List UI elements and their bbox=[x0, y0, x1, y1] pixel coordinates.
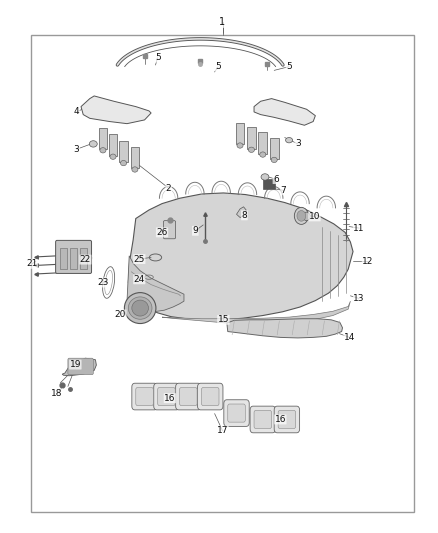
Text: 11: 11 bbox=[353, 224, 365, 232]
Text: 20: 20 bbox=[115, 310, 126, 319]
Text: 1: 1 bbox=[219, 18, 226, 27]
Text: 10: 10 bbox=[309, 212, 320, 221]
FancyBboxPatch shape bbox=[274, 406, 300, 433]
Bar bbox=[60, 248, 67, 269]
FancyBboxPatch shape bbox=[163, 221, 176, 239]
Text: 22: 22 bbox=[80, 255, 91, 264]
Bar bbox=[131, 147, 139, 168]
Ellipse shape bbox=[100, 148, 106, 153]
Bar bbox=[258, 132, 267, 154]
Text: 5: 5 bbox=[286, 62, 292, 71]
Text: 15: 15 bbox=[218, 316, 229, 324]
Polygon shape bbox=[254, 99, 315, 125]
Text: 3: 3 bbox=[74, 145, 80, 154]
Text: 4: 4 bbox=[74, 108, 79, 116]
Bar bbox=[70, 248, 77, 269]
FancyBboxPatch shape bbox=[224, 400, 249, 426]
Ellipse shape bbox=[286, 138, 293, 143]
Polygon shape bbox=[128, 193, 353, 320]
Ellipse shape bbox=[128, 297, 152, 319]
Ellipse shape bbox=[89, 141, 97, 147]
Ellipse shape bbox=[132, 300, 148, 316]
Ellipse shape bbox=[271, 157, 277, 163]
Bar bbox=[99, 128, 107, 149]
Polygon shape bbox=[162, 301, 350, 324]
FancyBboxPatch shape bbox=[132, 383, 157, 410]
Text: 8: 8 bbox=[241, 211, 247, 220]
Ellipse shape bbox=[110, 154, 116, 159]
Text: 3: 3 bbox=[295, 140, 301, 148]
Text: 24: 24 bbox=[134, 275, 145, 284]
Text: 5: 5 bbox=[215, 62, 221, 71]
Bar bbox=[247, 127, 256, 149]
FancyBboxPatch shape bbox=[201, 387, 219, 406]
Text: 12: 12 bbox=[362, 257, 374, 265]
Text: 21: 21 bbox=[26, 260, 38, 268]
Text: 14: 14 bbox=[344, 333, 355, 342]
FancyBboxPatch shape bbox=[180, 387, 197, 406]
Bar bbox=[270, 138, 279, 159]
Text: 7: 7 bbox=[280, 186, 286, 195]
FancyBboxPatch shape bbox=[158, 387, 175, 406]
Text: 19: 19 bbox=[70, 360, 81, 369]
Polygon shape bbox=[62, 358, 96, 376]
FancyBboxPatch shape bbox=[278, 410, 296, 429]
Text: 23: 23 bbox=[98, 278, 109, 287]
Bar bbox=[31, 35, 414, 512]
FancyBboxPatch shape bbox=[154, 383, 179, 410]
FancyBboxPatch shape bbox=[136, 387, 153, 406]
Text: 25: 25 bbox=[134, 255, 145, 263]
Bar bbox=[263, 179, 275, 189]
FancyBboxPatch shape bbox=[68, 358, 93, 375]
Ellipse shape bbox=[120, 160, 127, 166]
Text: 9: 9 bbox=[192, 227, 198, 235]
Ellipse shape bbox=[132, 167, 138, 172]
FancyBboxPatch shape bbox=[228, 404, 245, 422]
Bar bbox=[236, 123, 244, 144]
FancyBboxPatch shape bbox=[56, 240, 92, 273]
Text: 17: 17 bbox=[217, 426, 228, 435]
Text: 2: 2 bbox=[166, 184, 171, 192]
Ellipse shape bbox=[260, 152, 266, 157]
Polygon shape bbox=[127, 256, 184, 312]
Polygon shape bbox=[227, 319, 343, 338]
Text: 16: 16 bbox=[275, 415, 286, 424]
Text: 26: 26 bbox=[156, 228, 168, 237]
FancyBboxPatch shape bbox=[250, 406, 276, 433]
Polygon shape bbox=[237, 207, 246, 217]
Text: 13: 13 bbox=[353, 294, 365, 303]
Ellipse shape bbox=[124, 293, 156, 324]
Polygon shape bbox=[81, 96, 151, 124]
Circle shape bbox=[297, 211, 306, 221]
FancyBboxPatch shape bbox=[254, 410, 272, 429]
Ellipse shape bbox=[261, 174, 269, 180]
Text: 18: 18 bbox=[51, 389, 63, 398]
Circle shape bbox=[303, 212, 310, 221]
Text: 16: 16 bbox=[164, 394, 176, 402]
Ellipse shape bbox=[237, 143, 243, 148]
FancyBboxPatch shape bbox=[176, 383, 201, 410]
Bar bbox=[119, 141, 128, 162]
Circle shape bbox=[294, 207, 308, 224]
Text: 6: 6 bbox=[273, 175, 279, 183]
Text: 5: 5 bbox=[155, 53, 161, 62]
Ellipse shape bbox=[248, 147, 254, 152]
FancyBboxPatch shape bbox=[198, 383, 223, 410]
Bar bbox=[80, 248, 87, 269]
Bar bbox=[109, 134, 117, 156]
